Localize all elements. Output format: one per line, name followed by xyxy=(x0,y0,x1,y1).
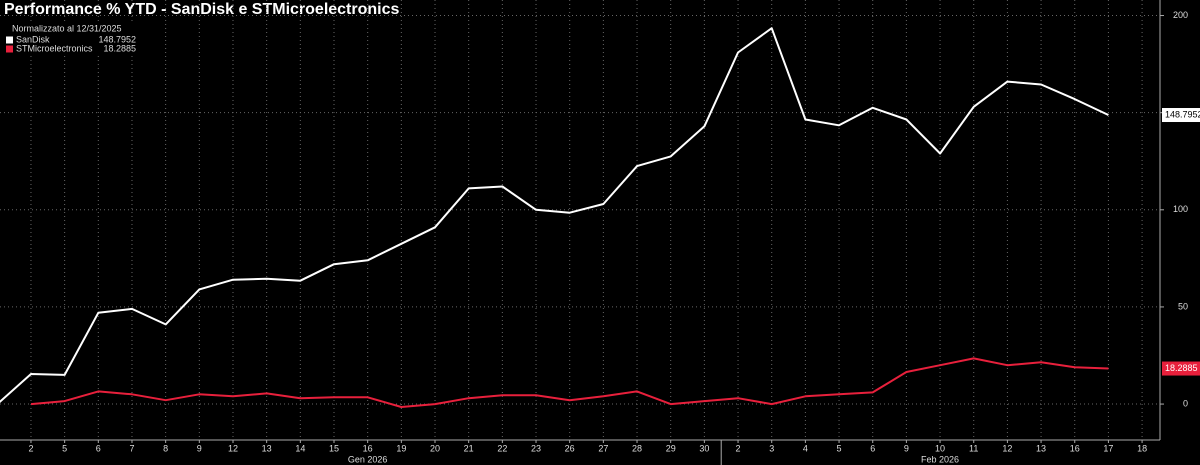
x-tick-label: 2 xyxy=(28,443,33,453)
last-value-tag xyxy=(1162,108,1200,123)
legend-label: STMicroelectronics xyxy=(16,43,93,53)
last-value-label: 148.7952 xyxy=(1165,109,1200,119)
x-tick-label: 7 xyxy=(129,443,134,453)
x-group-label: Gen 2026 xyxy=(348,454,388,464)
legend-value: 148.7952 xyxy=(98,34,136,44)
x-tick-label: 6 xyxy=(870,443,875,453)
x-tick-label: 10 xyxy=(935,443,945,453)
y-tick-label: 100 xyxy=(1173,204,1188,214)
x-tick-label: 5 xyxy=(837,443,842,453)
x-tick-label: 19 xyxy=(396,443,406,453)
x-tick-label: 14 xyxy=(295,443,305,453)
x-tick-label: 27 xyxy=(598,443,608,453)
x-tick-label: 21 xyxy=(464,443,474,453)
x-tick-label: 3 xyxy=(769,443,774,453)
legend-label: SanDisk xyxy=(16,34,50,44)
x-tick-label: 23 xyxy=(531,443,541,453)
x-tick-label: 8 xyxy=(163,443,168,453)
legend-title: Normalizzato al 12/31/2025 xyxy=(12,23,122,33)
y-tick-label: 50 xyxy=(1178,301,1188,311)
x-tick-label: 16 xyxy=(363,443,373,453)
series-line xyxy=(30,357,1109,408)
legend-box xyxy=(0,22,140,56)
y-tick-label: 200 xyxy=(1173,10,1188,20)
x-tick-label: 22 xyxy=(497,443,507,453)
x-tick-label: 12 xyxy=(228,443,238,453)
last-value-label: 18.2885 xyxy=(1165,363,1198,373)
x-tick-label: 6 xyxy=(96,443,101,453)
x-tick-label: 9 xyxy=(197,443,202,453)
x-tick-label: 9 xyxy=(904,443,909,453)
x-tick-label: 28 xyxy=(632,443,642,453)
x-tick-label: 18 xyxy=(1137,443,1147,453)
x-tick-label: 11 xyxy=(969,443,978,453)
x-tick-label: 13 xyxy=(262,443,272,453)
x-tick-label: 5 xyxy=(62,443,67,453)
x-tick-label: 15 xyxy=(329,443,339,453)
x-tick-label: 13 xyxy=(1036,443,1046,453)
x-tick-label: 29 xyxy=(666,443,676,453)
x-tick-label: 16 xyxy=(1070,443,1080,453)
last-value-tag xyxy=(1162,361,1200,376)
legend-swatch xyxy=(6,45,13,53)
legend-value: 18.2885 xyxy=(103,43,136,53)
y-tick-label: 0 xyxy=(1183,398,1188,408)
x-tick-label: 2 xyxy=(736,443,741,453)
chart-title: Performance % YTD - SanDisk e STMicroele… xyxy=(4,1,400,18)
x-tick-label: 26 xyxy=(565,443,575,453)
x-tick-label: 17 xyxy=(1103,443,1113,453)
x-tick-label: 30 xyxy=(699,443,709,453)
x-tick-label: 12 xyxy=(1002,443,1012,453)
legend-swatch xyxy=(6,36,13,44)
series-line xyxy=(0,27,1109,404)
x-group-label: Feb 2026 xyxy=(921,454,959,464)
x-tick-label: 20 xyxy=(430,443,440,453)
x-tick-label: 4 xyxy=(803,443,808,453)
